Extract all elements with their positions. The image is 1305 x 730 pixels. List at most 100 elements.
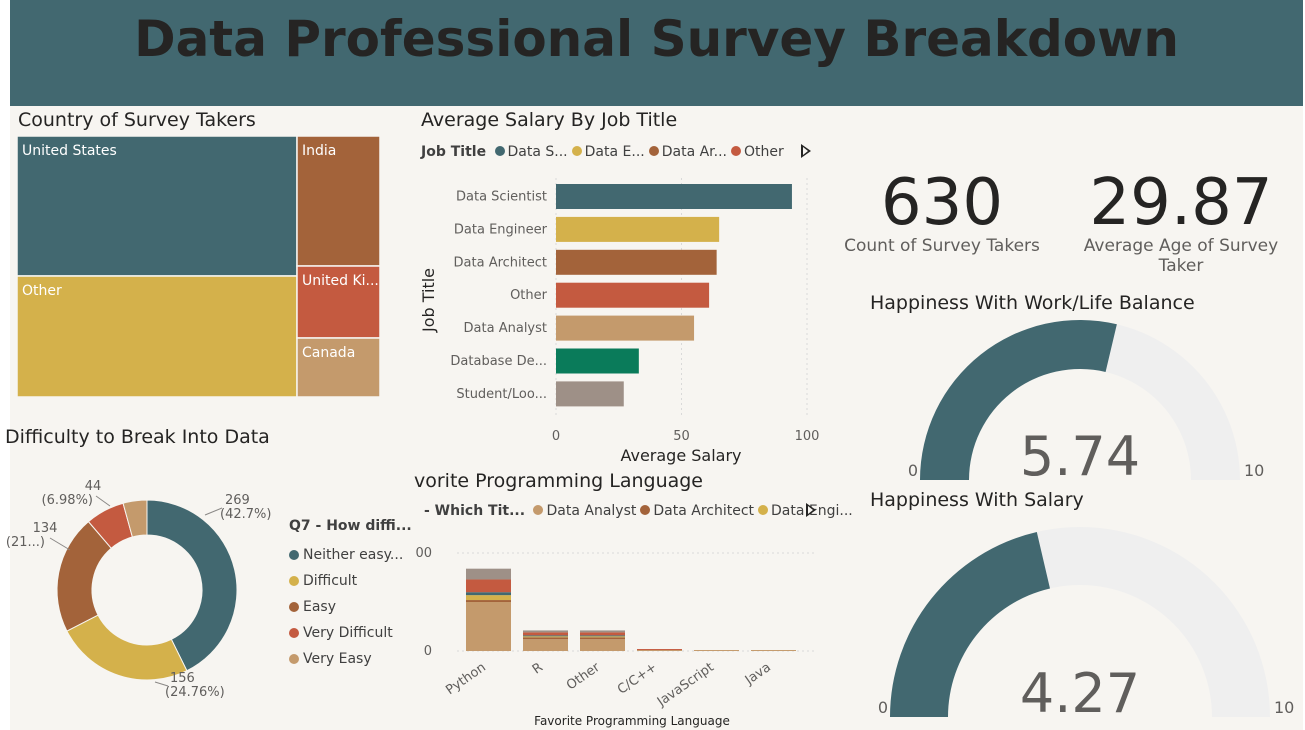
donut-legend-item[interactable]: Neither easy...: [289, 542, 412, 568]
donut-slice[interactable]: [66, 614, 188, 681]
salary-bar[interactable]: [556, 348, 639, 374]
stacked-bar-segment[interactable]: [580, 637, 625, 640]
x-tick-label: JavaScript: [654, 660, 717, 710]
salary-legend-item[interactable]: Other: [744, 144, 784, 160]
treemap-tile-label: Canada: [302, 345, 355, 361]
stacked-bar-segment[interactable]: [580, 630, 625, 633]
donut-legend-label: Neither easy...: [303, 547, 404, 563]
salary-bar[interactable]: [556, 216, 720, 242]
donut-legend-label: Difficult: [303, 573, 358, 589]
donut-data-label: (6.98%): [42, 493, 93, 508]
salary-bar[interactable]: [556, 315, 695, 341]
salary-legend-item[interactable]: Data E...: [584, 144, 645, 160]
y-tick-label: Other: [510, 288, 548, 303]
salary-legend-item[interactable]: Data Ar...: [661, 144, 727, 160]
salary-legend-title: Job Title: [421, 144, 487, 160]
x-tick-label: 50: [673, 429, 690, 444]
y-axis-title: Job Title: [419, 268, 438, 333]
legend-dot-icon: [640, 505, 651, 515]
donut-legend-item[interactable]: Difficult: [289, 568, 412, 594]
salary-gauge[interactable]: 4.27 0 10: [860, 515, 1305, 727]
gauge-value: 5.74: [1020, 425, 1140, 488]
y-tick-label: Student/Loo...: [456, 387, 547, 402]
donut-legend-title: Q7 - How diffi...: [289, 518, 412, 534]
treemap-tile[interactable]: [296, 337, 381, 398]
stacked-bar-segment[interactable]: [523, 632, 568, 636]
y-tick-label: Data Architect: [454, 255, 547, 270]
treemap-tile[interactable]: [296, 135, 381, 267]
stacked-bar-segment[interactable]: [580, 636, 625, 638]
donut-data-label: (42.7%): [220, 507, 271, 522]
gauge-max-label: 10: [1274, 698, 1294, 717]
donut-slice[interactable]: [146, 499, 238, 672]
donut-legend-item[interactable]: Very Difficult: [289, 620, 412, 646]
gauge2-title: Happiness With Salary: [870, 489, 1084, 511]
stacked-bar-segment[interactable]: [694, 650, 739, 651]
header-banner: Data Professional Survey Breakdown: [10, 0, 1303, 106]
donut-legend-label: Very Difficult: [303, 625, 393, 641]
donut-data-label: 269: [225, 493, 250, 508]
donut-slice[interactable]: [122, 499, 148, 538]
stacked-bar-segment[interactable]: [523, 637, 568, 640]
stacked-bar-segment[interactable]: [523, 639, 568, 651]
lang-legend-next-arrow-icon[interactable]: [806, 503, 816, 517]
stacked-bar-segment[interactable]: [751, 650, 796, 651]
stacked-bar-segment[interactable]: [580, 639, 625, 651]
donut-legend-item[interactable]: Very Easy: [289, 646, 412, 672]
donut-legend[interactable]: Q7 - How diffi... Neither easy... Difficu…: [289, 518, 412, 672]
stacked-bar-segment[interactable]: [637, 649, 682, 651]
stacked-bar-segment[interactable]: [466, 579, 511, 593]
legend-dot-icon: [731, 146, 741, 156]
salary-bar[interactable]: [556, 282, 710, 308]
stacked-bar-segment[interactable]: [466, 595, 511, 601]
stacked-bar-segment[interactable]: [466, 602, 511, 651]
legend-dot-icon: [494, 146, 505, 156]
page-title: Data Professional Survey Breakdown: [134, 10, 1179, 68]
stacked-bar-segment[interactable]: [466, 592, 511, 596]
donut-legend-label: Easy: [303, 599, 337, 615]
treemap-tile-label: United Ki...: [302, 273, 379, 289]
country-treemap[interactable]: United States Other India United Ki... Canad…: [16, 135, 382, 398]
y-tick-label: 00: [415, 546, 432, 561]
x-tick-label: Python: [443, 660, 489, 698]
treemap-tile[interactable]: [16, 275, 298, 398]
gauge-min-label: 0: [878, 698, 888, 717]
salary-legend-item[interactable]: Data S...: [507, 144, 568, 160]
legend-dot-icon: [648, 146, 659, 156]
stacked-bar-segment[interactable]: [466, 600, 511, 602]
stacked-bar-segment[interactable]: [523, 635, 568, 637]
leader-line: [204, 507, 223, 516]
y-tick-label: Database De...: [450, 354, 547, 369]
gauge-fill: [890, 531, 1050, 717]
x-tick-label: Other: [564, 660, 603, 694]
stacked-bar-segment[interactable]: [523, 636, 568, 638]
donut-data-label: 156: [170, 671, 195, 686]
donut-legend-item[interactable]: Easy: [289, 594, 412, 620]
lang-legend[interactable]: - Which Tit... Data Analyst Data Architec…: [424, 503, 853, 519]
worklife-gauge[interactable]: 5.74 0 10: [890, 318, 1280, 488]
lang-legend-item[interactable]: Data Architect: [653, 503, 755, 519]
stacked-bar-segment[interactable]: [523, 630, 568, 633]
treemap-title: Country of Survey Takers: [18, 109, 256, 131]
treemap-tile[interactable]: [16, 135, 298, 277]
x-axis-title: Favorite Programming Language: [534, 714, 730, 728]
salary-bar[interactable]: [556, 184, 792, 209]
salary-legend[interactable]: Job Title Data S... Data E... Data Ar... Ot…: [421, 144, 784, 160]
stacked-bar-segment[interactable]: [580, 635, 625, 637]
gauge-value: 4.27: [1020, 662, 1140, 725]
donut-data-label: (24.76%): [165, 685, 225, 700]
difficulty-donut-chart[interactable]: 269(42.7%) 156(24.76%) 134(21...) 44(6.98%): [0, 470, 290, 720]
stacked-bar-segment[interactable]: [466, 568, 511, 580]
y-tick-label: Data Analyst: [464, 321, 547, 336]
salary-bar[interactable]: [556, 381, 624, 407]
legend-dot-icon: [289, 576, 299, 586]
legend-dot-icon: [758, 505, 769, 515]
salary-bar[interactable]: [556, 249, 717, 275]
lang-chart-title: vorite Programming Language: [414, 470, 703, 492]
stacked-bar-segment[interactable]: [580, 632, 625, 636]
stacked-bar-segment[interactable]: [637, 650, 682, 651]
legend-next-arrow-icon[interactable]: [801, 144, 811, 158]
salary-bar-chart[interactable]: Data Scientist Data Engineer Data Architec…: [415, 170, 835, 470]
lang-legend-item[interactable]: Data Analyst: [546, 503, 637, 519]
